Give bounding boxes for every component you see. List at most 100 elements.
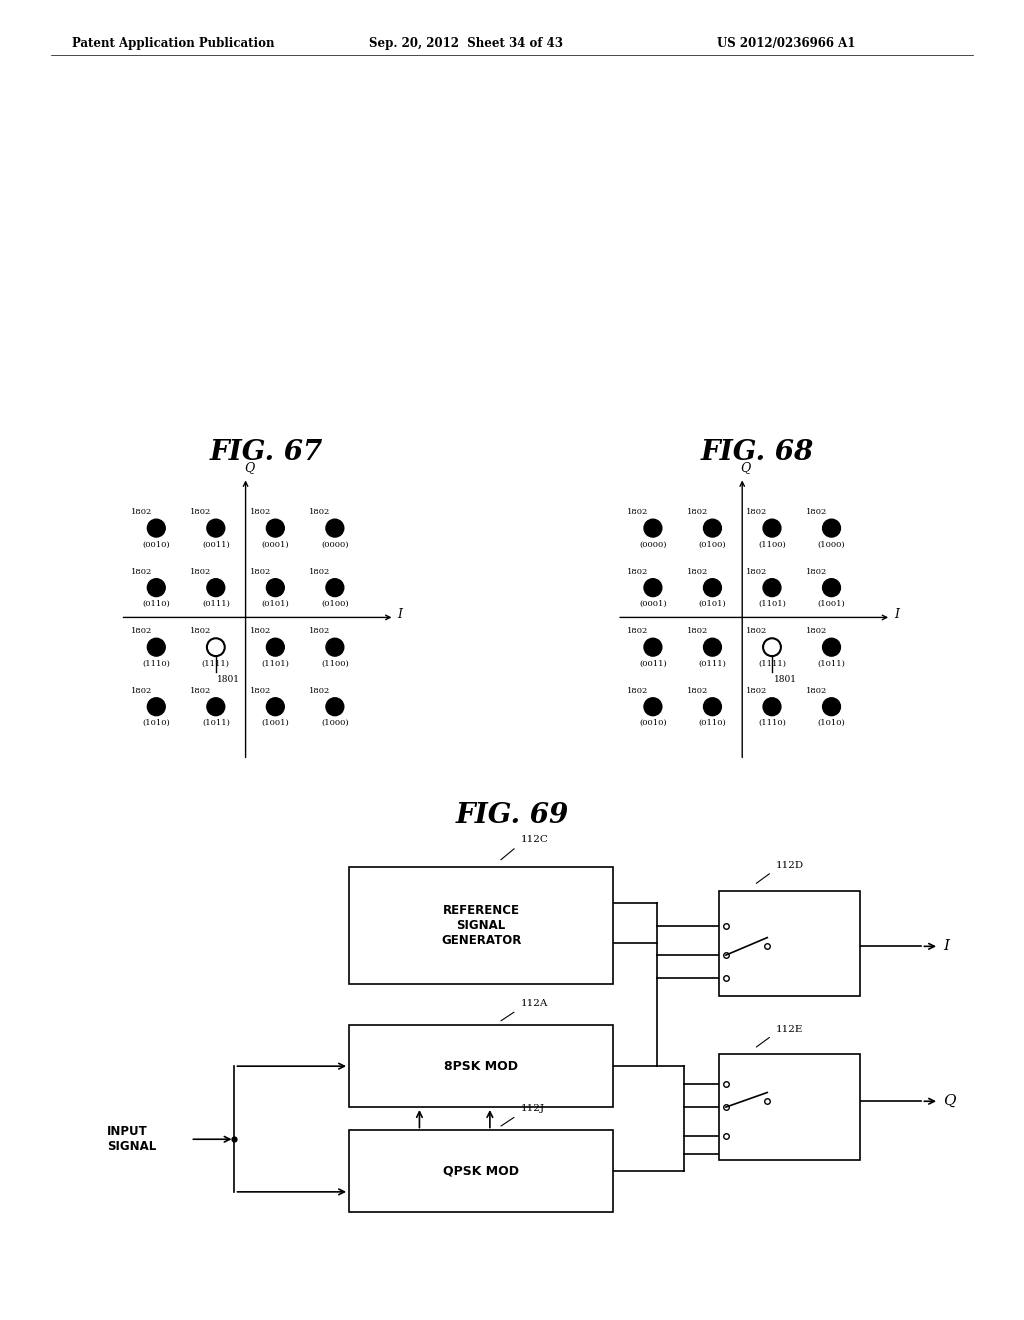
Text: (0101): (0101)	[261, 601, 289, 609]
Text: 1802: 1802	[309, 686, 331, 694]
Text: (0001): (0001)	[261, 541, 289, 549]
Circle shape	[644, 698, 662, 715]
Text: 1802: 1802	[131, 568, 152, 576]
Text: 1802: 1802	[250, 508, 271, 516]
Text: US 2012/0236966 A1: US 2012/0236966 A1	[717, 37, 855, 50]
Text: 112D: 112D	[776, 862, 804, 870]
Text: (1011): (1011)	[202, 719, 229, 727]
Text: 1802: 1802	[628, 508, 648, 516]
Bar	[719, 1055, 860, 1160]
Text: 1802: 1802	[687, 568, 708, 576]
Text: (1100): (1100)	[758, 541, 785, 549]
Text: 1802: 1802	[746, 568, 768, 576]
Circle shape	[822, 639, 841, 656]
Text: (1111): (1111)	[202, 660, 229, 668]
Text: 1802: 1802	[687, 627, 708, 635]
Circle shape	[326, 698, 344, 715]
Circle shape	[266, 639, 285, 656]
Text: 1802: 1802	[309, 627, 331, 635]
Text: (0001): (0001)	[639, 601, 667, 609]
Text: (0000): (0000)	[322, 541, 348, 549]
Text: 112C: 112C	[521, 836, 549, 843]
Text: (1111): (1111)	[758, 660, 786, 668]
Text: (0000): (0000)	[639, 541, 667, 549]
Circle shape	[326, 639, 344, 656]
Text: 8PSK MOD: 8PSK MOD	[444, 1060, 518, 1073]
Circle shape	[644, 578, 662, 597]
Circle shape	[822, 578, 841, 597]
Text: QPSK MOD: QPSK MOD	[443, 1166, 519, 1177]
Text: 1802: 1802	[309, 508, 331, 516]
Circle shape	[207, 578, 224, 597]
Text: (1100): (1100)	[321, 660, 349, 668]
Text: Patent Application Publication: Patent Application Publication	[72, 37, 274, 50]
Text: (0011): (0011)	[639, 660, 667, 668]
Circle shape	[822, 698, 841, 715]
Circle shape	[763, 578, 781, 597]
Text: 1802: 1802	[131, 686, 152, 694]
Text: (1000): (1000)	[818, 541, 846, 549]
Text: 1802: 1802	[746, 627, 768, 635]
Text: 1802: 1802	[806, 508, 827, 516]
Text: (1110): (1110)	[142, 660, 170, 668]
Circle shape	[266, 578, 285, 597]
Text: 112A: 112A	[521, 999, 548, 1007]
Circle shape	[644, 639, 662, 656]
Text: (0110): (0110)	[142, 601, 170, 609]
Text: (1000): (1000)	[322, 719, 349, 727]
Text: 1802: 1802	[628, 568, 648, 576]
Text: 1802: 1802	[806, 627, 827, 635]
Text: FIG. 69: FIG. 69	[456, 801, 568, 829]
Text: (1101): (1101)	[758, 601, 786, 609]
Text: (0111): (0111)	[202, 601, 229, 609]
Text: 1802: 1802	[309, 568, 331, 576]
Circle shape	[147, 578, 165, 597]
Circle shape	[326, 519, 344, 537]
Text: 1802: 1802	[628, 627, 648, 635]
Circle shape	[266, 519, 285, 537]
Text: FIG. 68: FIG. 68	[701, 438, 814, 466]
Circle shape	[822, 519, 841, 537]
Circle shape	[763, 519, 781, 537]
Text: INPUT
SIGNAL: INPUT SIGNAL	[106, 1125, 156, 1154]
Text: 1802: 1802	[190, 568, 211, 576]
Text: (0101): (0101)	[698, 601, 726, 609]
Text: Q: Q	[740, 462, 751, 475]
Text: (1011): (1011)	[817, 660, 846, 668]
Text: (0011): (0011)	[202, 541, 229, 549]
Text: (0110): (0110)	[698, 719, 726, 727]
Circle shape	[147, 519, 165, 537]
Text: 1802: 1802	[806, 686, 827, 694]
Text: 1802: 1802	[746, 508, 768, 516]
Text: (0010): (0010)	[639, 719, 667, 727]
Text: 1801: 1801	[773, 675, 797, 684]
Bar	[719, 891, 860, 997]
Bar	[349, 1130, 613, 1212]
Text: 1802: 1802	[250, 627, 271, 635]
Text: I: I	[397, 609, 402, 620]
Text: (0100): (0100)	[698, 541, 726, 549]
Text: FIG. 67: FIG. 67	[210, 438, 323, 466]
Text: Sep. 20, 2012  Sheet 34 of 43: Sep. 20, 2012 Sheet 34 of 43	[369, 37, 562, 50]
Bar	[349, 1026, 613, 1107]
Text: 112E: 112E	[776, 1026, 804, 1034]
Text: REFERENCE
SIGNAL
GENERATOR: REFERENCE SIGNAL GENERATOR	[441, 904, 521, 948]
Text: (1001): (1001)	[261, 719, 289, 727]
Text: 1802: 1802	[687, 508, 708, 516]
Text: 1802: 1802	[250, 686, 271, 694]
Text: 1802: 1802	[190, 627, 211, 635]
Text: Q: Q	[244, 462, 254, 475]
Text: (0111): (0111)	[698, 660, 726, 668]
Circle shape	[703, 639, 721, 656]
Text: 1802: 1802	[746, 686, 768, 694]
Text: (0010): (0010)	[142, 541, 170, 549]
Circle shape	[147, 639, 165, 656]
Text: 1802: 1802	[131, 627, 152, 635]
Circle shape	[644, 519, 662, 537]
Text: 1802: 1802	[806, 568, 827, 576]
Bar	[349, 867, 613, 985]
Circle shape	[703, 578, 721, 597]
Text: 1802: 1802	[628, 686, 648, 694]
Text: (1110): (1110)	[758, 719, 786, 727]
Circle shape	[703, 519, 721, 537]
